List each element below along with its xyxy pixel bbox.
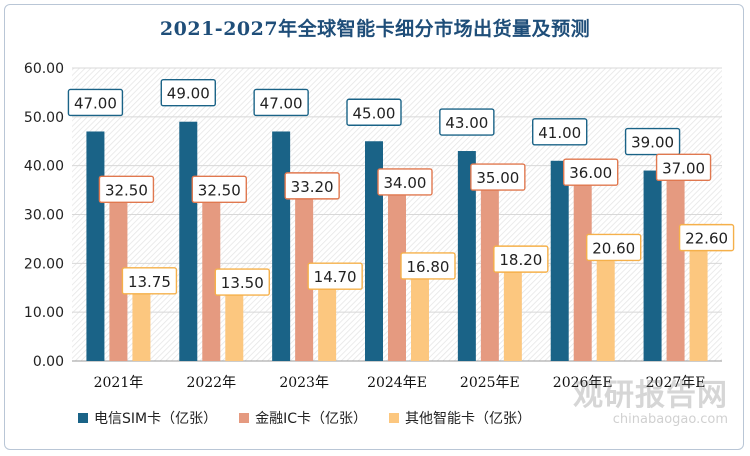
data-label-box (98, 175, 155, 203)
data-label: 32.50 (198, 181, 241, 199)
legend-label: 其他智能卡（亿张） (405, 411, 532, 427)
data-label: 47.00 (260, 94, 303, 112)
data-label-box (470, 163, 526, 191)
data-label: 18.20 (499, 251, 542, 269)
bar (365, 141, 383, 361)
data-label-box (400, 252, 456, 280)
bar (411, 278, 429, 361)
data-label: 22.60 (685, 230, 728, 248)
bar (666, 180, 685, 361)
bar (503, 272, 522, 361)
data-label-box (160, 79, 216, 107)
bar (457, 151, 476, 361)
data-label: 13.50 (221, 274, 264, 292)
data-label: 34.00 (384, 174, 427, 192)
data-label-box (493, 245, 549, 273)
y-tick-label: 10.00 (24, 305, 64, 321)
data-label: 37.00 (662, 159, 705, 177)
data-label: 32.50 (105, 181, 148, 199)
bar (596, 260, 615, 361)
chart-title: 2021-2027年全球智能卡细分市场出货量及预测 (159, 18, 591, 40)
bar (109, 202, 128, 361)
data-label-box (191, 175, 247, 203)
data-label: 43.00 (445, 114, 488, 132)
data-label-box (532, 118, 588, 146)
bar (295, 198, 314, 361)
data-label: 16.80 (407, 258, 450, 276)
data-label: 14.70 (314, 268, 357, 286)
data-label-box (678, 223, 735, 252)
data-label: 47.00 (74, 94, 117, 112)
data-label-box (253, 88, 309, 117)
data-label: 45.00 (353, 104, 396, 122)
bar (318, 289, 337, 361)
legend-swatch (78, 413, 88, 423)
legend-label: 电信SIM卡（亿张） (94, 411, 218, 427)
legend-item: 电信SIM卡（亿张） (78, 408, 217, 428)
data-label: 20.60 (592, 239, 635, 257)
x-tick-label: 2022年 (186, 375, 236, 391)
bar (225, 295, 244, 361)
x-tick-label: 2026年E (553, 375, 613, 391)
y-tick-label: 50.00 (24, 110, 64, 126)
data-label-box (346, 98, 402, 126)
bar (86, 131, 105, 361)
data-label-box (377, 168, 433, 196)
bar (643, 170, 662, 361)
data-label-box (563, 158, 619, 186)
bar (202, 202, 221, 361)
data-label: 33.20 (291, 178, 334, 196)
x-tick-label: 2021年 (94, 375, 144, 391)
data-label-box (307, 262, 363, 290)
legend-label: 金融IC卡（亿张） (255, 411, 368, 427)
bar (550, 160, 569, 361)
y-tick-label: 40.00 (24, 159, 64, 175)
legend-item: 金融IC卡（亿张） (239, 408, 367, 428)
bar (480, 190, 499, 361)
legend-swatch (239, 413, 250, 423)
x-tick-label: 2023年 (279, 375, 329, 391)
data-label-box (586, 233, 642, 262)
bar (573, 185, 592, 361)
x-tick-label: 2024年E (367, 375, 427, 391)
bar (272, 131, 291, 361)
y-tick-label: 0.00 (33, 354, 64, 370)
data-label: 35.00 (476, 169, 519, 187)
chart-legend: 电信SIM卡（亿张） 金融IC卡（亿张） 其他智能卡（亿张） (78, 403, 638, 433)
data-label: 13.75 (128, 273, 171, 291)
bar (689, 250, 708, 361)
x-tick-label: 2027年E (646, 375, 706, 391)
data-label-box (284, 172, 340, 200)
data-label: 41.00 (538, 124, 581, 142)
data-label-box (67, 88, 124, 117)
bar (388, 194, 406, 361)
data-label-box (121, 267, 178, 295)
data-label: 39.00 (631, 134, 674, 152)
y-tick-label: 20.00 (24, 256, 64, 272)
x-tick-label: 2025年E (460, 375, 520, 391)
bar (179, 121, 198, 361)
data-label-box (624, 127, 681, 156)
data-label-box (439, 108, 495, 136)
data-label-box (214, 268, 270, 296)
legend-item: 其他智能卡（亿张） (389, 408, 531, 428)
y-tick-label: 30.00 (24, 208, 64, 224)
data-label: 49.00 (167, 85, 210, 103)
data-label-box (655, 153, 712, 182)
data-label: 36.00 (569, 164, 612, 182)
legend-swatch (389, 413, 400, 423)
y-tick-label: 60.00 (24, 61, 64, 77)
bar (132, 293, 151, 361)
